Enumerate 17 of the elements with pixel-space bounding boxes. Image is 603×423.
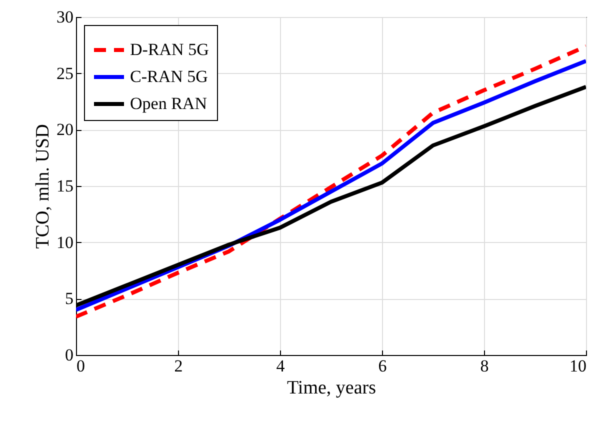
y-tick-label: 30 (56, 8, 74, 26)
x-tick-label: 0 (76, 356, 85, 376)
y-tick-label: 10 (56, 232, 74, 252)
y-tick-label: 15 (56, 176, 74, 196)
x-tick-label: 8 (480, 356, 489, 376)
x-tick-label: 10 (570, 356, 586, 376)
x-tick-label: 2 (174, 356, 183, 376)
legend-label: C-RAN 5G (130, 67, 208, 86)
y-tick-label: 20 (56, 120, 74, 140)
legend-label: Open RAN (130, 94, 207, 113)
legend-label: D-RAN 5G (130, 40, 209, 59)
x-tick-label: 6 (378, 356, 387, 376)
y-axis-title: TCO, mln. USD (32, 124, 54, 249)
y-tick-label: 5 (65, 289, 74, 308)
x-axis-title: Time, years (286, 378, 376, 398)
x-tick-label: 4 (276, 356, 286, 376)
y-tick-label: 25 (56, 64, 74, 83)
